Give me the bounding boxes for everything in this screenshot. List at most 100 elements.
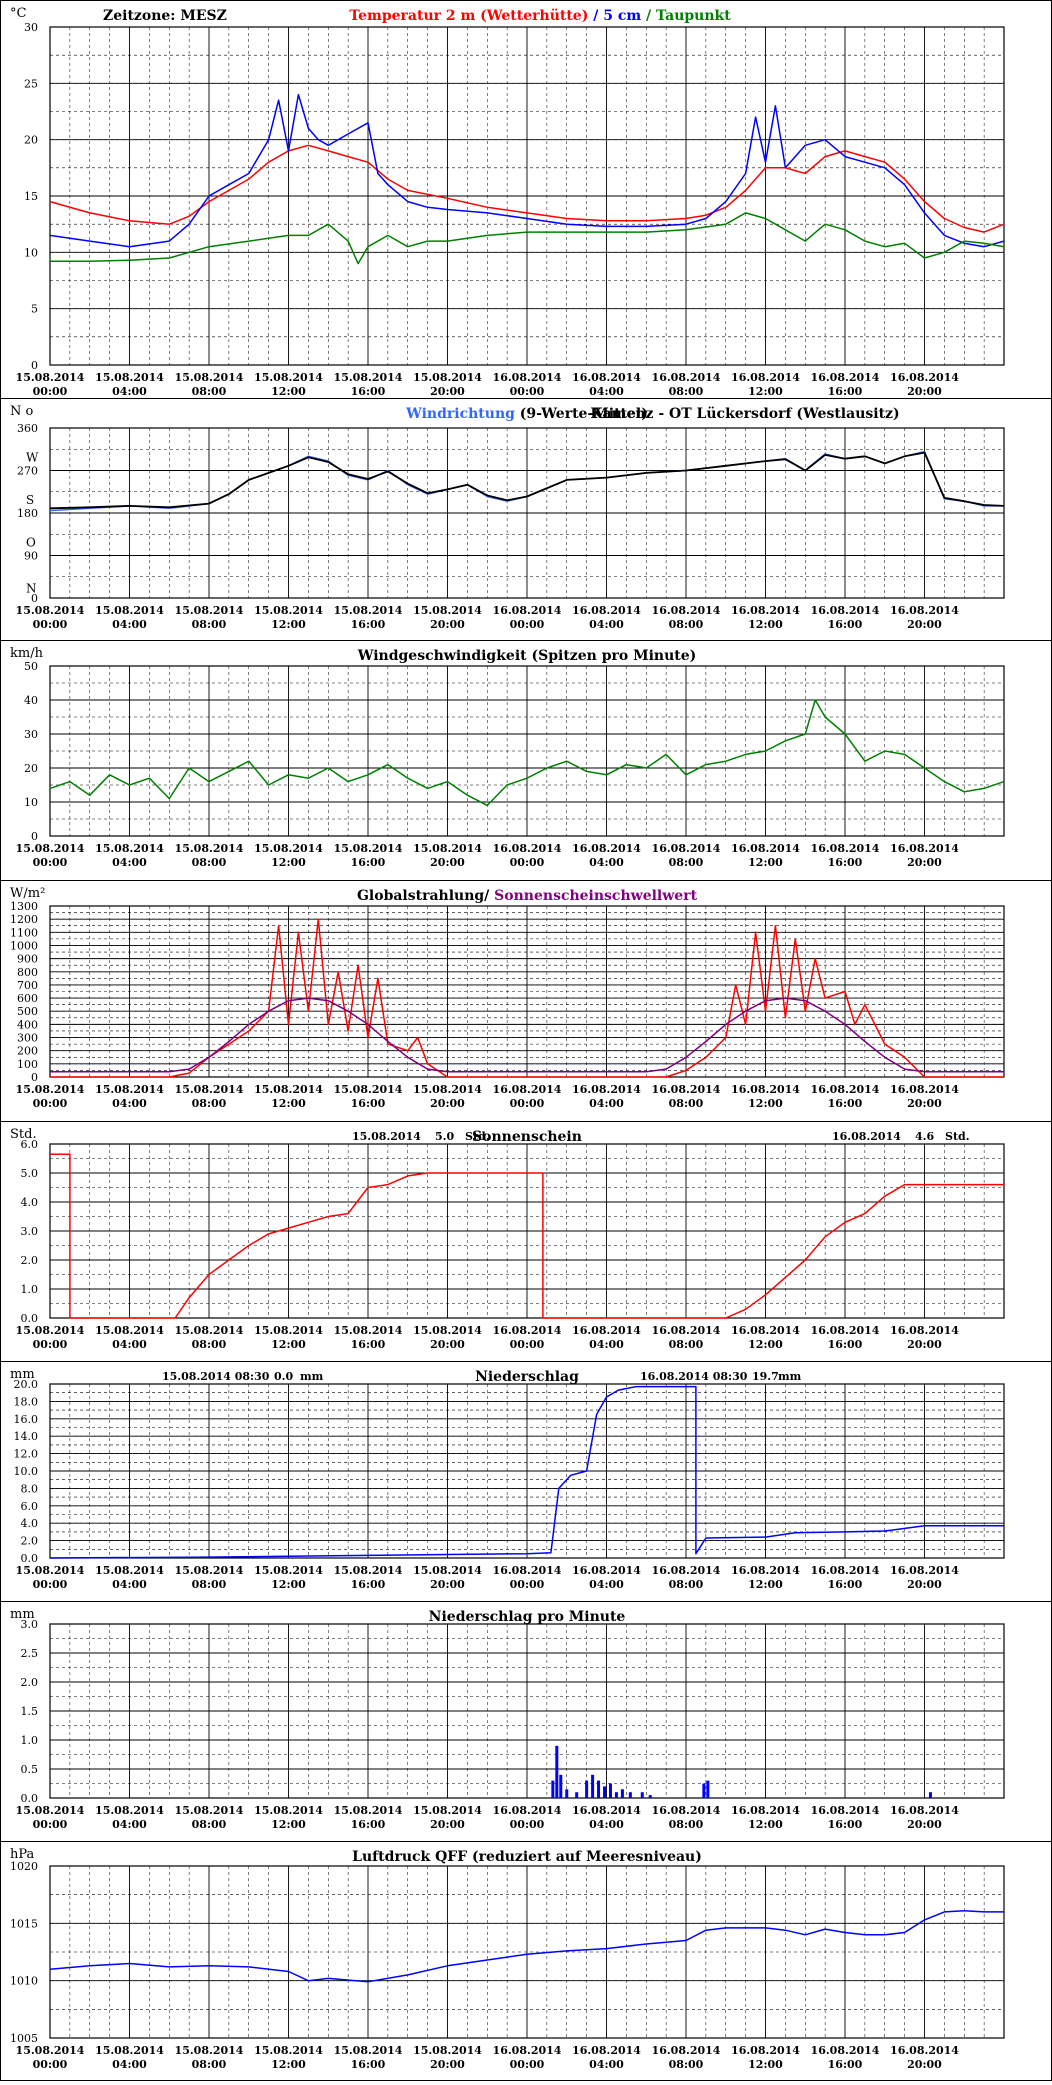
bar-series-niederschlag-pro-minute (597, 1780, 601, 1798)
x-tick-date: 15.08.2014 (95, 2044, 164, 2057)
x-tick-date: 15.08.2014 (413, 1804, 482, 1817)
y-tick-label: 2.0 (21, 1535, 39, 1548)
x-tick-time: 04:00 (112, 1338, 147, 1351)
x-tick-date: 15.08.2014 (254, 1564, 323, 1577)
x-tick-date: 16.08.2014 (731, 1564, 800, 1577)
x-tick-date: 16.08.2014 (890, 2044, 959, 2057)
series-5-cm (49, 93, 1005, 248)
plot-area (49, 1383, 1005, 1559)
y-tick-label: 12.0 (14, 1448, 39, 1461)
x-tick-date: 16.08.2014 (572, 371, 641, 384)
x-tick-time: 12:00 (271, 1578, 306, 1591)
annotation-unit: mm (300, 1370, 324, 1383)
x-tick-time: 00:00 (33, 1578, 68, 1591)
y-tick-label: 0 (31, 830, 38, 843)
x-tick-time: 20:00 (907, 2058, 942, 2071)
plot-area (49, 1143, 1005, 1319)
x-tick-time: 20:00 (430, 618, 465, 631)
annotation-value: 5.0 (435, 1130, 454, 1143)
compass-label: O (26, 535, 36, 549)
x-tick-time: 04:00 (112, 856, 147, 869)
plot-area (49, 665, 1005, 837)
x-tick-time: 08:00 (192, 856, 227, 869)
y-tick-label: 2.0 (21, 1254, 39, 1267)
x-tick-date: 16.08.2014 (731, 604, 800, 617)
x-tick-date: 15.08.2014 (95, 1564, 164, 1577)
x-tick-date: 16.08.2014 (811, 1083, 880, 1096)
x-tick-time: 16:00 (351, 385, 386, 398)
x-tick-time: 12:00 (271, 1097, 306, 1110)
x-tick-date: 15.08.2014 (16, 1083, 85, 1096)
x-tick-date: 16.08.2014 (731, 371, 800, 384)
y-tick-label: 5 (31, 303, 38, 316)
unit-label: mm (10, 1367, 35, 1382)
y-tick-label: 5.0 (21, 1167, 39, 1180)
x-tick-time: 12:00 (748, 856, 783, 869)
y-tick-label: 800 (17, 966, 38, 979)
bar-series-niederschlag-pro-minute (591, 1774, 595, 1798)
annotation-date: 15.08.2014 (352, 1130, 421, 1143)
x-tick-date: 15.08.2014 (175, 1804, 244, 1817)
title-part: Niederschlag (475, 1369, 579, 1385)
x-tick-time: 00:00 (510, 2058, 545, 2071)
series-sonnenschein (50, 1153, 1004, 1319)
y-tick-label: 1000 (10, 939, 38, 952)
x-tick-date: 16.08.2014 (811, 371, 880, 384)
x-tick-date: 16.08.2014 (572, 604, 641, 617)
x-tick-date: 15.08.2014 (16, 371, 85, 384)
unit-label: hPa (10, 1847, 35, 1862)
x-tick-date: 15.08.2014 (175, 604, 244, 617)
x-tick-time: 20:00 (907, 856, 942, 869)
x-tick-time: 00:00 (510, 1338, 545, 1351)
x-tick-date: 15.08.2014 (334, 1083, 403, 1096)
x-tick-date: 16.08.2014 (572, 1804, 641, 1817)
x-tick-time: 04:00 (589, 2058, 624, 2071)
x-tick-time: 00:00 (33, 618, 68, 631)
x-tick-time: 08:00 (192, 1338, 227, 1351)
y-tick-label: 0.5 (21, 1763, 39, 1776)
x-tick-date: 15.08.2014 (16, 842, 85, 855)
y-tick-label: 8.0 (21, 1482, 39, 1495)
x-tick-time: 16:00 (828, 1338, 863, 1351)
x-tick-time: 04:00 (112, 1578, 147, 1591)
x-tick-date: 16.08.2014 (572, 1324, 641, 1337)
x-tick-time: 04:00 (112, 2058, 147, 2071)
x-tick-time: 16:00 (828, 1097, 863, 1110)
x-tick-time: 16:00 (828, 856, 863, 869)
chart-title: Windgeschwindigkeit (Spitzen pro Minute) (357, 648, 697, 664)
x-tick-time: 12:00 (748, 2058, 783, 2071)
x-tick-time: 08:00 (192, 1097, 227, 1110)
y-tick-label: 400 (17, 1018, 38, 1031)
x-tick-date: 16.08.2014 (890, 604, 959, 617)
title-part: Temperatur 2 m (Wetterhütte) (349, 8, 588, 24)
x-tick-date: 16.08.2014 (493, 371, 562, 384)
x-tick-time: 00:00 (510, 1578, 545, 1591)
x-tick-date: 16.08.2014 (731, 1804, 800, 1817)
x-tick-time: 12:00 (271, 385, 306, 398)
x-tick-time: 16:00 (351, 1818, 386, 1831)
x-tick-time: 16:00 (351, 1578, 386, 1591)
unit-label: °C (10, 6, 27, 21)
chart-pressure: 1005101010151020hPa15.08.201400:0015.08.… (0, 1841, 1052, 2071)
x-tick-time: 00:00 (33, 1818, 68, 1831)
title-part: Luftdruck QFF (reduziert auf Meeresnivea… (352, 1849, 702, 1865)
y-tick-label: 100 (17, 1058, 38, 1071)
x-tick-date: 16.08.2014 (652, 842, 721, 855)
x-tick-date: 16.08.2014 (890, 371, 959, 384)
x-tick-time: 08:00 (669, 856, 704, 869)
annotation-value: 4.6 (915, 1130, 934, 1143)
x-tick-time: 20:00 (430, 2058, 465, 2071)
x-tick-time: 00:00 (33, 385, 68, 398)
x-tick-time: 00:00 (33, 2058, 68, 2071)
x-tick-time: 00:00 (33, 1338, 68, 1351)
y-tick-label: 0 (31, 592, 38, 605)
compass-label: N (26, 582, 37, 596)
title-part: Sonnenscheinschwellwert (489, 888, 697, 904)
bar-series-niederschlag-pro-minute (628, 1792, 632, 1798)
y-tick-label: 1.0 (21, 1283, 39, 1296)
y-tick-label: 0.0 (21, 1552, 39, 1565)
bar-series-niederschlag-pro-minute (559, 1774, 563, 1798)
